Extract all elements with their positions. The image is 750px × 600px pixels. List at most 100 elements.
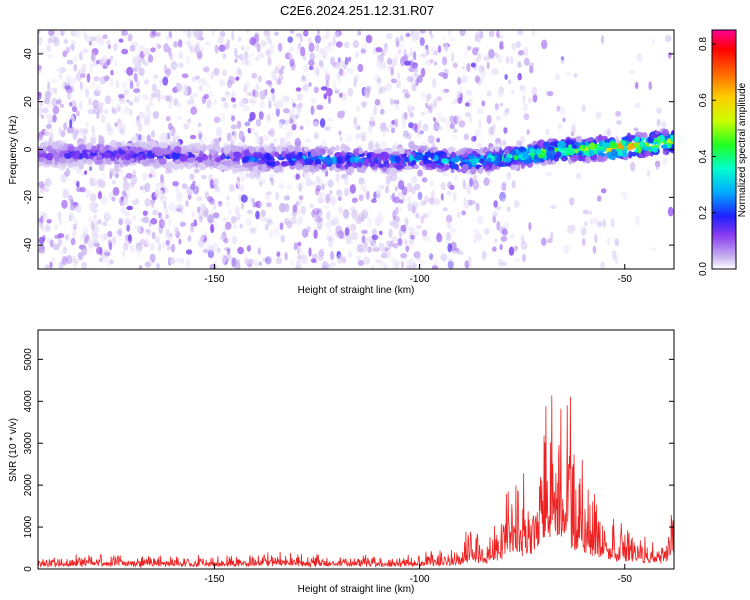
heatmap-cell <box>475 233 483 241</box>
heatmap-cell <box>425 236 432 243</box>
heatmap-cell <box>326 235 332 241</box>
heatmap-cell <box>514 258 521 263</box>
heatmap-cell <box>634 215 640 226</box>
x-tick-label: -100 <box>410 274 430 285</box>
heatmap-cell <box>406 264 414 269</box>
heatmap-cell <box>594 233 598 244</box>
heatmap-cell <box>122 197 129 206</box>
heatmap-cell <box>433 148 437 154</box>
heatmap-cell <box>361 101 367 109</box>
heatmap-cell <box>258 111 264 120</box>
heatmap-cell <box>69 204 76 211</box>
heatmap-cell <box>295 87 302 92</box>
heatmap-cell <box>394 155 401 163</box>
heatmap-cell <box>425 163 432 168</box>
heatmap-cell <box>516 140 522 148</box>
heatmap-cell <box>413 78 418 88</box>
heatmap-cell <box>222 69 228 77</box>
heatmap-cell <box>75 72 83 82</box>
heatmap-cell <box>44 91 52 101</box>
heatmap-cell <box>211 30 216 37</box>
heatmap-cell <box>142 94 149 101</box>
heatmap-cell <box>299 125 304 131</box>
spectrogram-y-label: Frequency (Hz) <box>8 116 19 185</box>
heatmap-cell <box>97 191 102 200</box>
heatmap-cell <box>236 180 240 186</box>
heatmap-cell <box>265 191 272 196</box>
heatmap-cell <box>278 68 284 76</box>
heatmap-cell <box>406 150 411 156</box>
heatmap-cell <box>412 230 420 236</box>
heatmap-cell <box>237 66 242 77</box>
heatmap-cell <box>75 204 82 213</box>
heatmap-cell <box>225 221 232 230</box>
heatmap-cell <box>617 150 623 157</box>
heatmap-cell <box>270 88 275 94</box>
heatmap-cell <box>522 103 529 111</box>
heatmap-cell <box>64 84 71 90</box>
heatmap-cell <box>329 146 336 152</box>
heatmap-cell <box>502 140 507 146</box>
heatmap-cell <box>160 142 169 149</box>
heatmap-cell <box>363 256 371 265</box>
heatmap-cell <box>109 168 115 176</box>
heatmap-cell <box>437 45 442 53</box>
heatmap-cell <box>234 58 238 63</box>
heatmap-cell <box>430 162 438 170</box>
heatmap-cell <box>378 184 385 190</box>
heatmap-cell <box>121 206 127 214</box>
heatmap-cell <box>257 162 263 171</box>
heatmap-cell <box>364 87 369 96</box>
heatmap-cell <box>410 144 420 151</box>
heatmap-cell <box>226 195 230 200</box>
heatmap-cell <box>374 140 379 148</box>
heatmap-cell <box>251 227 257 234</box>
heatmap-cell <box>414 123 419 133</box>
heatmap-cell <box>144 79 149 85</box>
colorbar-gradient <box>712 30 736 269</box>
heatmap-cell <box>417 191 423 200</box>
heatmap-cell <box>550 231 554 240</box>
heatmap-cell <box>229 155 234 160</box>
heatmap-cell <box>249 127 255 132</box>
heatmap-cell <box>476 52 482 61</box>
heatmap-cell <box>326 87 333 97</box>
heatmap-cell <box>499 102 504 107</box>
heatmap-cell <box>481 100 486 107</box>
heatmap-cell <box>111 196 116 202</box>
heatmap-cell <box>149 158 155 163</box>
heatmap-cell <box>556 105 561 112</box>
heatmap-cell <box>384 46 389 53</box>
heatmap-cell <box>299 33 303 43</box>
heatmap-cell <box>131 199 139 206</box>
heatmap-cell <box>393 220 399 229</box>
heatmap-cell <box>103 233 108 241</box>
heatmap-cell <box>467 154 476 160</box>
heatmap-cell <box>394 260 400 269</box>
heatmap-cell <box>456 86 463 94</box>
heatmap-cell <box>146 231 153 237</box>
heatmap-cell <box>239 223 244 229</box>
heatmap-cell <box>83 237 88 245</box>
heatmap-cell <box>213 221 218 231</box>
heatmap-cell <box>621 136 629 141</box>
heatmap-cell <box>313 229 318 240</box>
heatmap-cell <box>368 124 373 134</box>
heatmap-cell <box>304 119 311 126</box>
heatmap-cell <box>397 71 401 80</box>
heatmap-cell <box>369 115 375 122</box>
heatmap-cell <box>491 67 499 76</box>
heatmap-cell <box>299 247 304 256</box>
heatmap-cell <box>308 164 315 173</box>
heatmap-cell <box>325 73 331 83</box>
heatmap-cell <box>398 42 405 50</box>
heatmap-cell <box>276 79 282 85</box>
heatmap-cell <box>411 82 417 92</box>
heatmap-cell <box>73 55 78 63</box>
heatmap-cell <box>43 159 53 165</box>
heatmap-cell <box>235 54 240 59</box>
heatmap-cell <box>472 174 478 182</box>
heatmap-cell <box>53 87 58 95</box>
heatmap-cell <box>326 263 331 269</box>
heatmap-cell <box>64 153 72 160</box>
